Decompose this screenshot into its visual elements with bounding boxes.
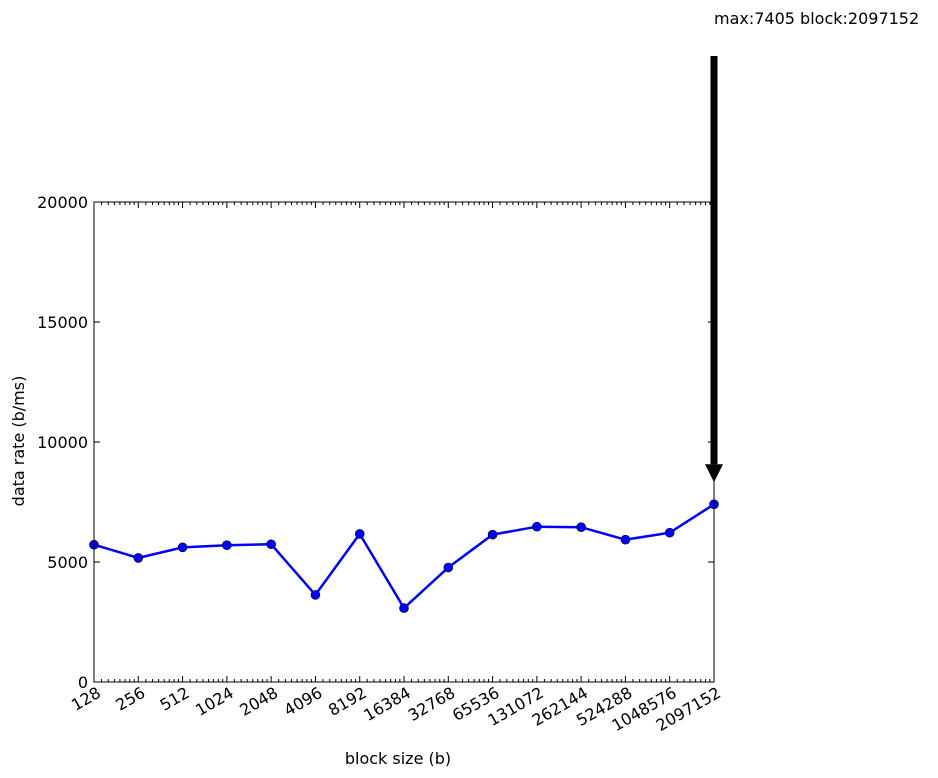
data-point (399, 603, 409, 613)
x-tick-label: 16384 (360, 683, 414, 725)
x-tick-label: 128 (68, 683, 104, 715)
data-point (354, 529, 365, 539)
x-tick-label: 4096 (281, 683, 326, 720)
data-point (133, 553, 144, 563)
y-tick-label: 20000 (37, 193, 88, 212)
series-line (93, 503, 715, 611)
data-point (177, 542, 188, 553)
y-tick-label: 0 (78, 673, 88, 692)
data-point (487, 529, 498, 540)
y-axis-label: data rate (b/ms) (9, 376, 28, 507)
annotation-text: max:7405 block:2097152 (714, 9, 919, 28)
y-tick-label: 5000 (47, 553, 88, 572)
x-tick-label: 32768 (405, 683, 459, 725)
data-point (443, 562, 454, 573)
x-tick-label: 256 (112, 683, 148, 715)
annotation-arrow-head (705, 464, 723, 483)
y-tick-label: 15000 (37, 313, 88, 332)
data-point (310, 590, 321, 600)
data-point (532, 521, 542, 532)
annotation-layer: max:7405 block:2097152 (705, 9, 919, 483)
data-point (620, 534, 631, 545)
data-point (222, 540, 232, 551)
data-point (266, 539, 276, 550)
y-tick-label: 10000 (37, 433, 88, 452)
data-point (576, 522, 586, 533)
x-tick-label: 2048 (236, 683, 281, 720)
data-point (664, 527, 675, 538)
series-layer (89, 499, 719, 613)
x-tick-label: 512 (157, 683, 193, 715)
x-axis-label: block size (b) (345, 749, 451, 768)
x-tick-label: 1024 (192, 683, 237, 720)
